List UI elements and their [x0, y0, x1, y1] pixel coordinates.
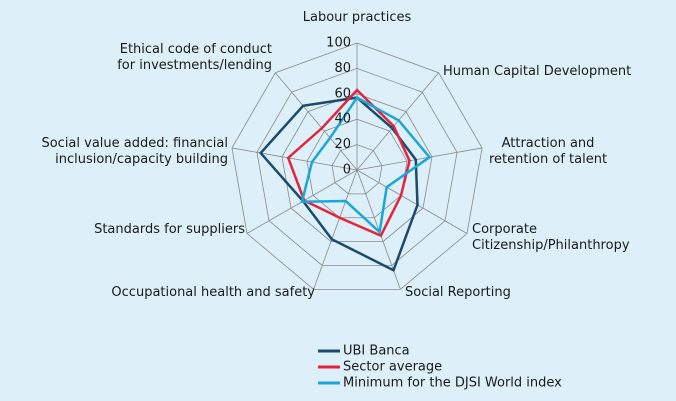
series-line	[259, 96, 419, 272]
y-tick-label: 20	[334, 137, 351, 152]
grid-ring	[256, 67, 458, 266]
category-label: Occupational health and safety	[111, 285, 315, 300]
y-tick-label: 100	[326, 36, 351, 51]
grid-ring	[231, 42, 483, 290]
spoke	[313, 169, 358, 290]
category-label: Attraction and retention of talent	[488, 136, 608, 167]
spoke	[231, 147, 358, 171]
spoke	[275, 72, 358, 171]
grid-ring	[306, 118, 408, 219]
legend-label: Sector average	[343, 360, 442, 375]
category-label: Corporate Citizenship/Philanthropy	[472, 222, 630, 253]
spoke	[356, 169, 468, 234]
category-label: Labour practices	[302, 10, 412, 25]
grid-ring	[281, 93, 433, 243]
spoke	[356, 147, 483, 171]
series-line	[286, 88, 411, 238]
grid-ring	[331, 144, 383, 195]
legend-label: UBI Banca	[343, 344, 410, 359]
y-tick-label: 40	[334, 112, 351, 127]
series-line	[300, 95, 432, 235]
category-label: Human Capital Development	[443, 64, 632, 79]
category-label: Social Reporting	[405, 285, 511, 300]
category-label: Standards for suppliers	[94, 222, 245, 237]
category-label: Social value added: financial inclusion/…	[41, 136, 228, 167]
y-tick-label: 80	[334, 61, 351, 76]
y-tick-label: 60	[334, 86, 351, 101]
legend-label: Minimum for the DJSI World index	[343, 376, 562, 391]
category-label: Ethical code of conduct for investments/…	[117, 42, 272, 73]
y-tick-label: 0	[343, 163, 351, 178]
